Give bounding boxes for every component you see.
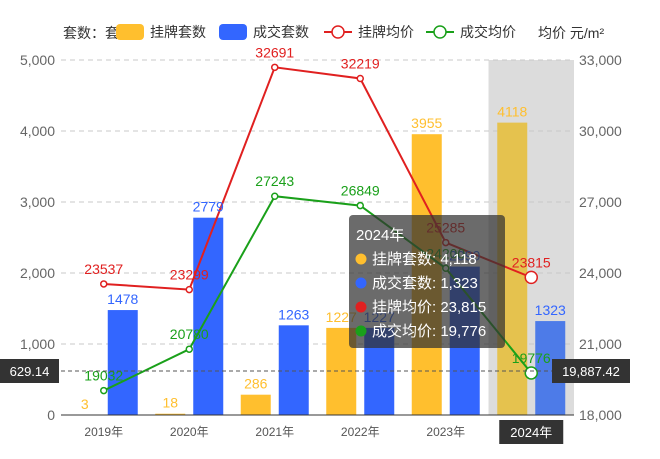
right-tick-label: 21,000 bbox=[579, 336, 622, 352]
left-tick-label: 1,000 bbox=[20, 336, 55, 352]
tooltip-row: 挂牌套数: 4,118 bbox=[372, 251, 477, 268]
right-tick-label: 30,000 bbox=[579, 123, 622, 139]
line-point[interactable] bbox=[100, 386, 108, 395]
line-point[interactable] bbox=[185, 345, 193, 353]
line-point[interactable] bbox=[356, 74, 364, 83]
tooltip-title: 2024年 bbox=[356, 227, 404, 244]
x-axis: 2019年 2020年 2021年 2022年 2023年 bbox=[61, 414, 574, 439]
line-value-label: 32219 bbox=[341, 55, 380, 71]
line-value-label: 26849 bbox=[341, 183, 380, 199]
line-value-label: 23299 bbox=[170, 267, 209, 283]
tooltip-row: 成交套数: 1,323 bbox=[372, 274, 478, 292]
bar-value-label: 3955 bbox=[411, 115, 442, 131]
x-tick-label: 2023年 bbox=[426, 425, 465, 439]
left-tick-label: 3,000 bbox=[20, 194, 55, 210]
pointer-left-box bbox=[0, 359, 59, 383]
bar-挂牌套数[interactable] bbox=[240, 394, 271, 415]
bar-value-label: 4118 bbox=[497, 104, 527, 120]
pointer-right-box bbox=[552, 359, 630, 383]
left-tick-label: 4,000 bbox=[20, 123, 55, 139]
line-value-label: 20780 bbox=[170, 326, 209, 342]
line-point[interactable] bbox=[356, 201, 364, 210]
line-point[interactable] bbox=[271, 192, 279, 200]
left-axis-ticks: 0 1,000 2,000 3,000 4,000 5,000 bbox=[20, 52, 55, 423]
line-value-label: 19776 bbox=[512, 350, 551, 366]
left-tick-label: 2,000 bbox=[20, 265, 55, 281]
tooltip-marker bbox=[355, 253, 367, 265]
pointer-right-value: 19,887.42 bbox=[562, 364, 620, 379]
x-tick-label: 2020年 bbox=[170, 425, 209, 439]
bar-value-label: 1478 bbox=[107, 291, 138, 307]
bar-成交套数[interactable] bbox=[278, 325, 309, 415]
legend-item-挂牌均价[interactable]: 挂牌均价 bbox=[324, 24, 414, 40]
legend[interactable]: 挂牌套数 成交套数 挂牌均价 成交均价 bbox=[116, 24, 516, 40]
bar-value-label: 286 bbox=[244, 376, 268, 392]
pointer-category-box bbox=[499, 420, 564, 444]
right-tick-label: 24,000 bbox=[579, 265, 622, 281]
bar-value-label: 1323 bbox=[535, 302, 566, 318]
tooltip-row: 成交均价: 19,776 bbox=[372, 322, 486, 340]
bar-value-label: 1263 bbox=[278, 306, 309, 322]
tooltip-row: 挂牌均价: 23,815 bbox=[372, 299, 486, 316]
right-tick-label: 33,000 bbox=[579, 52, 622, 68]
legend-item-成交均价[interactable]: 成交均价 bbox=[426, 24, 516, 40]
legend-label: 成交套数 bbox=[253, 24, 309, 40]
line-value-label: 23815 bbox=[512, 254, 551, 270]
legend-swatch-marker bbox=[331, 25, 345, 39]
legend-label: 挂牌均价 bbox=[358, 24, 414, 40]
pointer-left-value: 629.14 bbox=[10, 364, 50, 379]
line-value-label: 32691 bbox=[255, 44, 294, 60]
bar-value-label: 18 bbox=[162, 395, 178, 411]
legend-item-挂牌套数[interactable]: 挂牌套数 bbox=[116, 24, 206, 40]
x-tick-label: 2019年 bbox=[84, 425, 123, 439]
tooltip-box bbox=[349, 215, 505, 348]
axis-pointer: 629.14 19,887.42 2024年 bbox=[0, 359, 630, 444]
left-axis-name: 套数：套 bbox=[63, 25, 119, 41]
right-axis-ticks: 18,000 21,000 24,000 27,000 30,000 33,000 bbox=[579, 52, 622, 423]
legend-label: 成交均价 bbox=[460, 24, 516, 40]
line-value-label: 23537 bbox=[84, 261, 123, 277]
pointer-category-label: 2024年 bbox=[510, 425, 552, 440]
left-tick-label: 0 bbox=[47, 407, 55, 423]
line-point[interactable] bbox=[271, 63, 279, 72]
legend-item-成交套数[interactable]: 成交套数 bbox=[219, 24, 309, 40]
bar-挂牌套数[interactable] bbox=[155, 413, 186, 415]
line-value-label: 19032 bbox=[84, 368, 123, 384]
legend-swatch-marker bbox=[433, 25, 447, 39]
right-tick-label: 18,000 bbox=[579, 407, 622, 423]
legend-label: 挂牌套数 bbox=[150, 24, 206, 40]
tooltip-marker bbox=[355, 325, 367, 337]
left-tick-label: 5,000 bbox=[20, 52, 55, 68]
legend-swatch bbox=[116, 24, 144, 40]
line-point[interactable] bbox=[524, 366, 538, 380]
x-tick-label: 2021年 bbox=[255, 425, 294, 439]
x-tick-label: 2022年 bbox=[341, 425, 380, 439]
line-value-label: 27243 bbox=[255, 173, 294, 189]
line-point[interactable] bbox=[185, 285, 193, 294]
bar-value-label: 3 bbox=[81, 396, 89, 412]
right-axis-name: 均价 元/m² bbox=[538, 25, 604, 41]
line-point[interactable] bbox=[100, 280, 108, 288]
bar-value-label: 2779 bbox=[193, 199, 224, 215]
right-tick-label: 27,000 bbox=[579, 194, 622, 210]
tooltip-marker bbox=[355, 301, 367, 313]
bar-成交套数[interactable] bbox=[107, 310, 138, 415]
tooltip-marker bbox=[355, 277, 367, 289]
line-point[interactable] bbox=[524, 270, 538, 285]
legend-swatch bbox=[219, 24, 247, 40]
